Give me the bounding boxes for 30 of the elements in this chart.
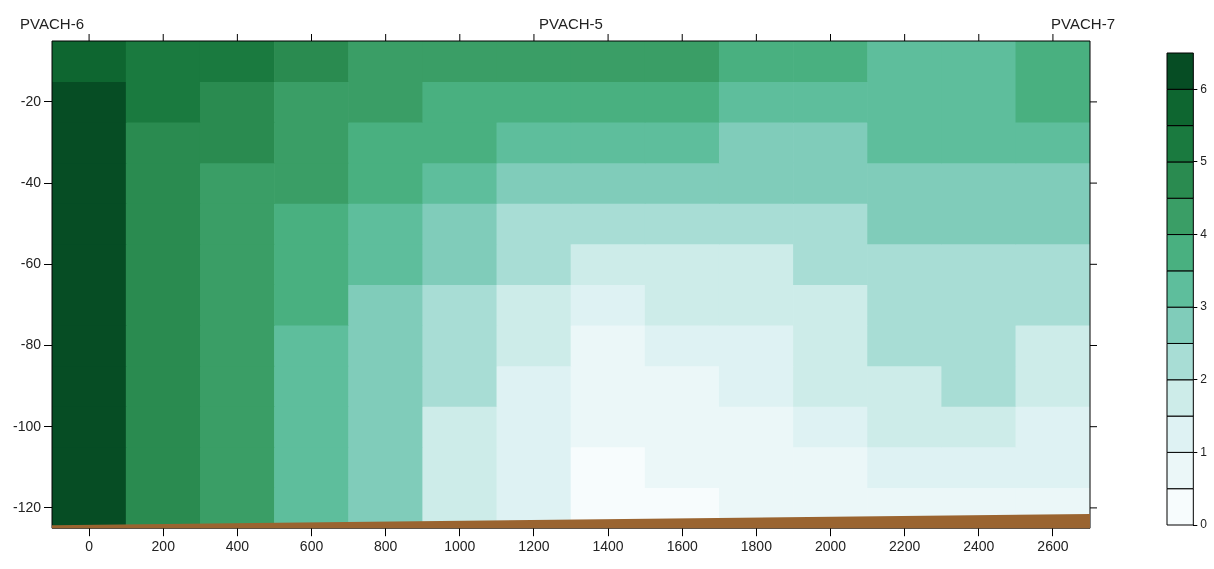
x-tick-label: 2200 [889, 538, 921, 555]
y-tick-label: -40 [20, 173, 42, 190]
color-bar-label: 5 [1200, 154, 1208, 169]
x-tick-label: 800 [373, 538, 398, 555]
x-tick-label: 1400 [592, 538, 624, 555]
color-bar-label: 2 [1200, 372, 1208, 387]
x-tick-label: 0 [85, 538, 94, 555]
color-bar-label: 0 [1200, 517, 1208, 532]
x-tick-label: 2000 [814, 538, 847, 555]
y-tick-label: -100 [12, 417, 42, 434]
y-tick-label: -60 [20, 255, 42, 272]
x-tick-label: 2600 [1037, 538, 1069, 555]
color-bar-label: 4 [1200, 226, 1208, 241]
text: PVACH-5 [539, 14, 603, 32]
x-tick-label: 200 [151, 538, 176, 555]
color-bar-label: 3 [1200, 299, 1208, 314]
x-tick-label: 1200 [518, 538, 550, 555]
text: PVACH-7 [1051, 14, 1115, 32]
color-bar-label: 1 [1200, 444, 1208, 459]
x-tick-label: 1000 [444, 538, 476, 555]
color-bar-label: 6 [1200, 81, 1208, 96]
text: PVACH-6 [20, 14, 84, 32]
y-tick-label: -80 [20, 336, 42, 353]
y-tick-label: -120 [12, 498, 42, 515]
x-tick-label: 1800 [740, 538, 773, 555]
x-tick-label: 1600 [666, 538, 698, 555]
x-tick-label: 400 [225, 538, 250, 555]
x-tick-label: 600 [299, 538, 324, 555]
y-tick-label: -20 [20, 92, 42, 109]
x-tick-label: 2400 [963, 538, 995, 555]
